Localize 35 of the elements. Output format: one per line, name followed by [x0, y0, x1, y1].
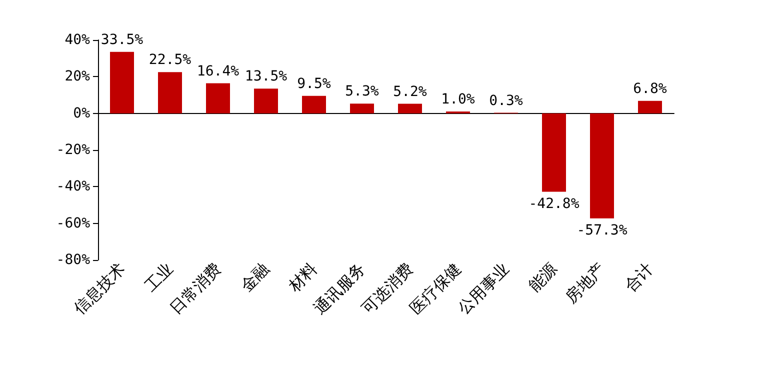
x-tick-label: 材料	[284, 259, 321, 296]
data-label: 1.0%	[441, 92, 476, 108]
bar	[398, 104, 422, 114]
x-tick-label: 能源	[524, 259, 561, 296]
bar	[542, 113, 566, 192]
y-tick-label: 20%	[64, 68, 91, 85]
bar	[350, 104, 374, 114]
data-label: 5.2%	[393, 84, 428, 100]
x-tick-label: 房地产	[561, 259, 609, 307]
x-tick-label: 工业	[140, 259, 177, 296]
x-tick-label: 金融	[236, 259, 273, 296]
data-label: 22.5%	[148, 52, 192, 68]
data-label: 6.8%	[633, 80, 668, 97]
bar	[302, 96, 326, 114]
y-tick-label: 0%	[73, 105, 91, 122]
data-label: 13.5%	[244, 68, 288, 85]
bar	[110, 52, 134, 114]
data-label: 16.4%	[196, 63, 240, 80]
bar	[254, 88, 278, 114]
y-tick-label: -40%	[56, 178, 91, 195]
data-label: -57.3%	[576, 222, 628, 238]
bar	[158, 72, 182, 114]
x-tick-label: 合计	[620, 259, 657, 296]
data-label: 5.3%	[345, 84, 380, 100]
y-tick-label: -60%	[56, 215, 91, 232]
bar	[206, 83, 230, 114]
y-tick-label: -20%	[56, 142, 91, 158]
y-tick-label: 40%	[64, 32, 91, 48]
bar	[638, 100, 662, 114]
bar	[590, 113, 614, 218]
y-tick-label: -80%	[56, 252, 91, 268]
data-label: 0.3%	[489, 92, 524, 109]
data-label: 9.5%	[297, 76, 332, 92]
data-label: -42.8%	[528, 196, 580, 212]
data-label: 33.5%	[100, 32, 144, 48]
